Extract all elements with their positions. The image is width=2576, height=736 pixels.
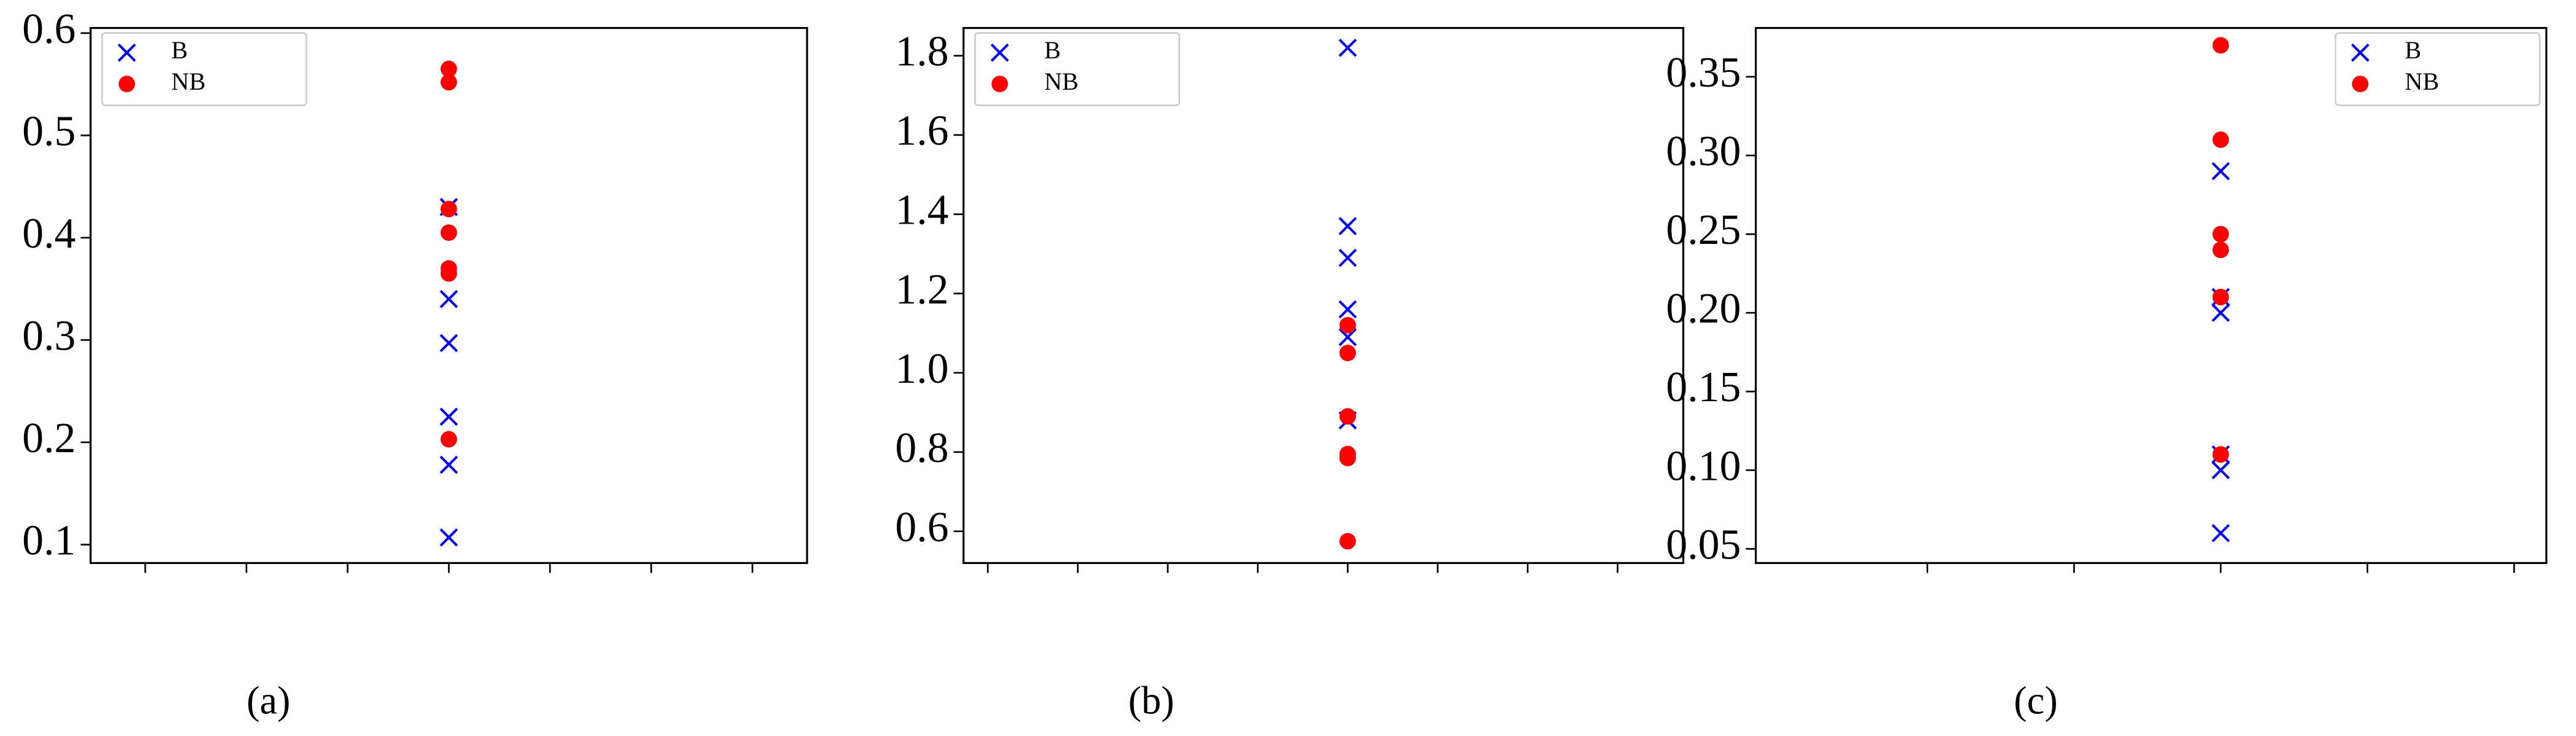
legend-label: B (171, 36, 188, 64)
legend-marker (117, 43, 136, 62)
panel-caption: (a) (246, 679, 290, 722)
point (440, 431, 457, 448)
y-tick-label: 0.1 (22, 517, 76, 564)
point (440, 200, 457, 217)
y-tick-label: 0.3 (22, 312, 76, 359)
y-tick-label: 0.8 (895, 425, 948, 472)
legend-label: B (1044, 36, 1061, 64)
point (2212, 241, 2229, 259)
y-tick-label: 1.0 (895, 345, 948, 393)
y-tick-label: 0.15 (1666, 364, 1741, 411)
point (2212, 303, 2230, 322)
legend-label: B (2405, 36, 2421, 64)
point (440, 60, 457, 77)
point (1338, 38, 1357, 57)
y-tick-label: 1.6 (895, 108, 948, 155)
y-tick-label: 0.35 (1666, 49, 1741, 96)
legend-box (974, 32, 1180, 106)
plot-frame (1754, 26, 2548, 565)
point (1338, 248, 1357, 267)
point (2212, 523, 2230, 542)
y-tick-label: 0.20 (1666, 285, 1741, 332)
y-tick-label: 0.05 (1666, 521, 1741, 568)
legend-marker (991, 76, 1008, 93)
panel-caption: (c) (2014, 679, 2057, 722)
y-tick-label: 1.2 (895, 266, 948, 313)
plot-frame (962, 26, 1685, 565)
y-tick-label: 1.4 (895, 187, 948, 234)
point (1338, 217, 1357, 235)
legend-marker (990, 43, 1009, 62)
y-tick-label: 0.6 (22, 6, 76, 53)
point (440, 224, 457, 241)
point (2212, 461, 2230, 480)
point (1339, 316, 1357, 334)
y-tick-label: 0.30 (1666, 128, 1741, 175)
legend-label: NB (171, 68, 206, 95)
point (1339, 450, 1357, 466)
point (2212, 37, 2229, 54)
y-tick-label: 1.8 (895, 28, 948, 76)
point (2212, 446, 2229, 463)
legend-box (2334, 32, 2541, 106)
point (2212, 131, 2229, 148)
y-tick-label: 0.25 (1666, 206, 1741, 254)
point (439, 407, 459, 426)
point (439, 528, 459, 547)
legend-marker (118, 76, 135, 93)
legend-marker (2351, 43, 2369, 62)
plot-frame (89, 26, 808, 565)
point (1339, 345, 1357, 361)
legend-box (101, 32, 307, 106)
y-tick-label: 0.5 (22, 108, 76, 155)
point (1339, 533, 1357, 550)
legend-marker (2352, 76, 2369, 93)
panel-caption: (b) (1128, 679, 1175, 722)
point (2212, 225, 2229, 243)
y-tick-label: 0.10 (1666, 442, 1741, 490)
point (440, 74, 457, 91)
legend-label: NB (2405, 68, 2439, 95)
legend-label: NB (1044, 68, 1079, 95)
point (439, 334, 459, 353)
point (439, 455, 459, 474)
y-tick-label: 0.2 (22, 415, 76, 462)
point (1339, 408, 1357, 425)
point (439, 290, 459, 308)
point (440, 265, 457, 282)
point (2212, 289, 2229, 305)
point (1338, 327, 1357, 346)
y-tick-label: 0.6 (895, 504, 948, 551)
point (2212, 162, 2230, 181)
y-tick-label: 0.4 (22, 210, 76, 257)
point (1338, 300, 1357, 319)
